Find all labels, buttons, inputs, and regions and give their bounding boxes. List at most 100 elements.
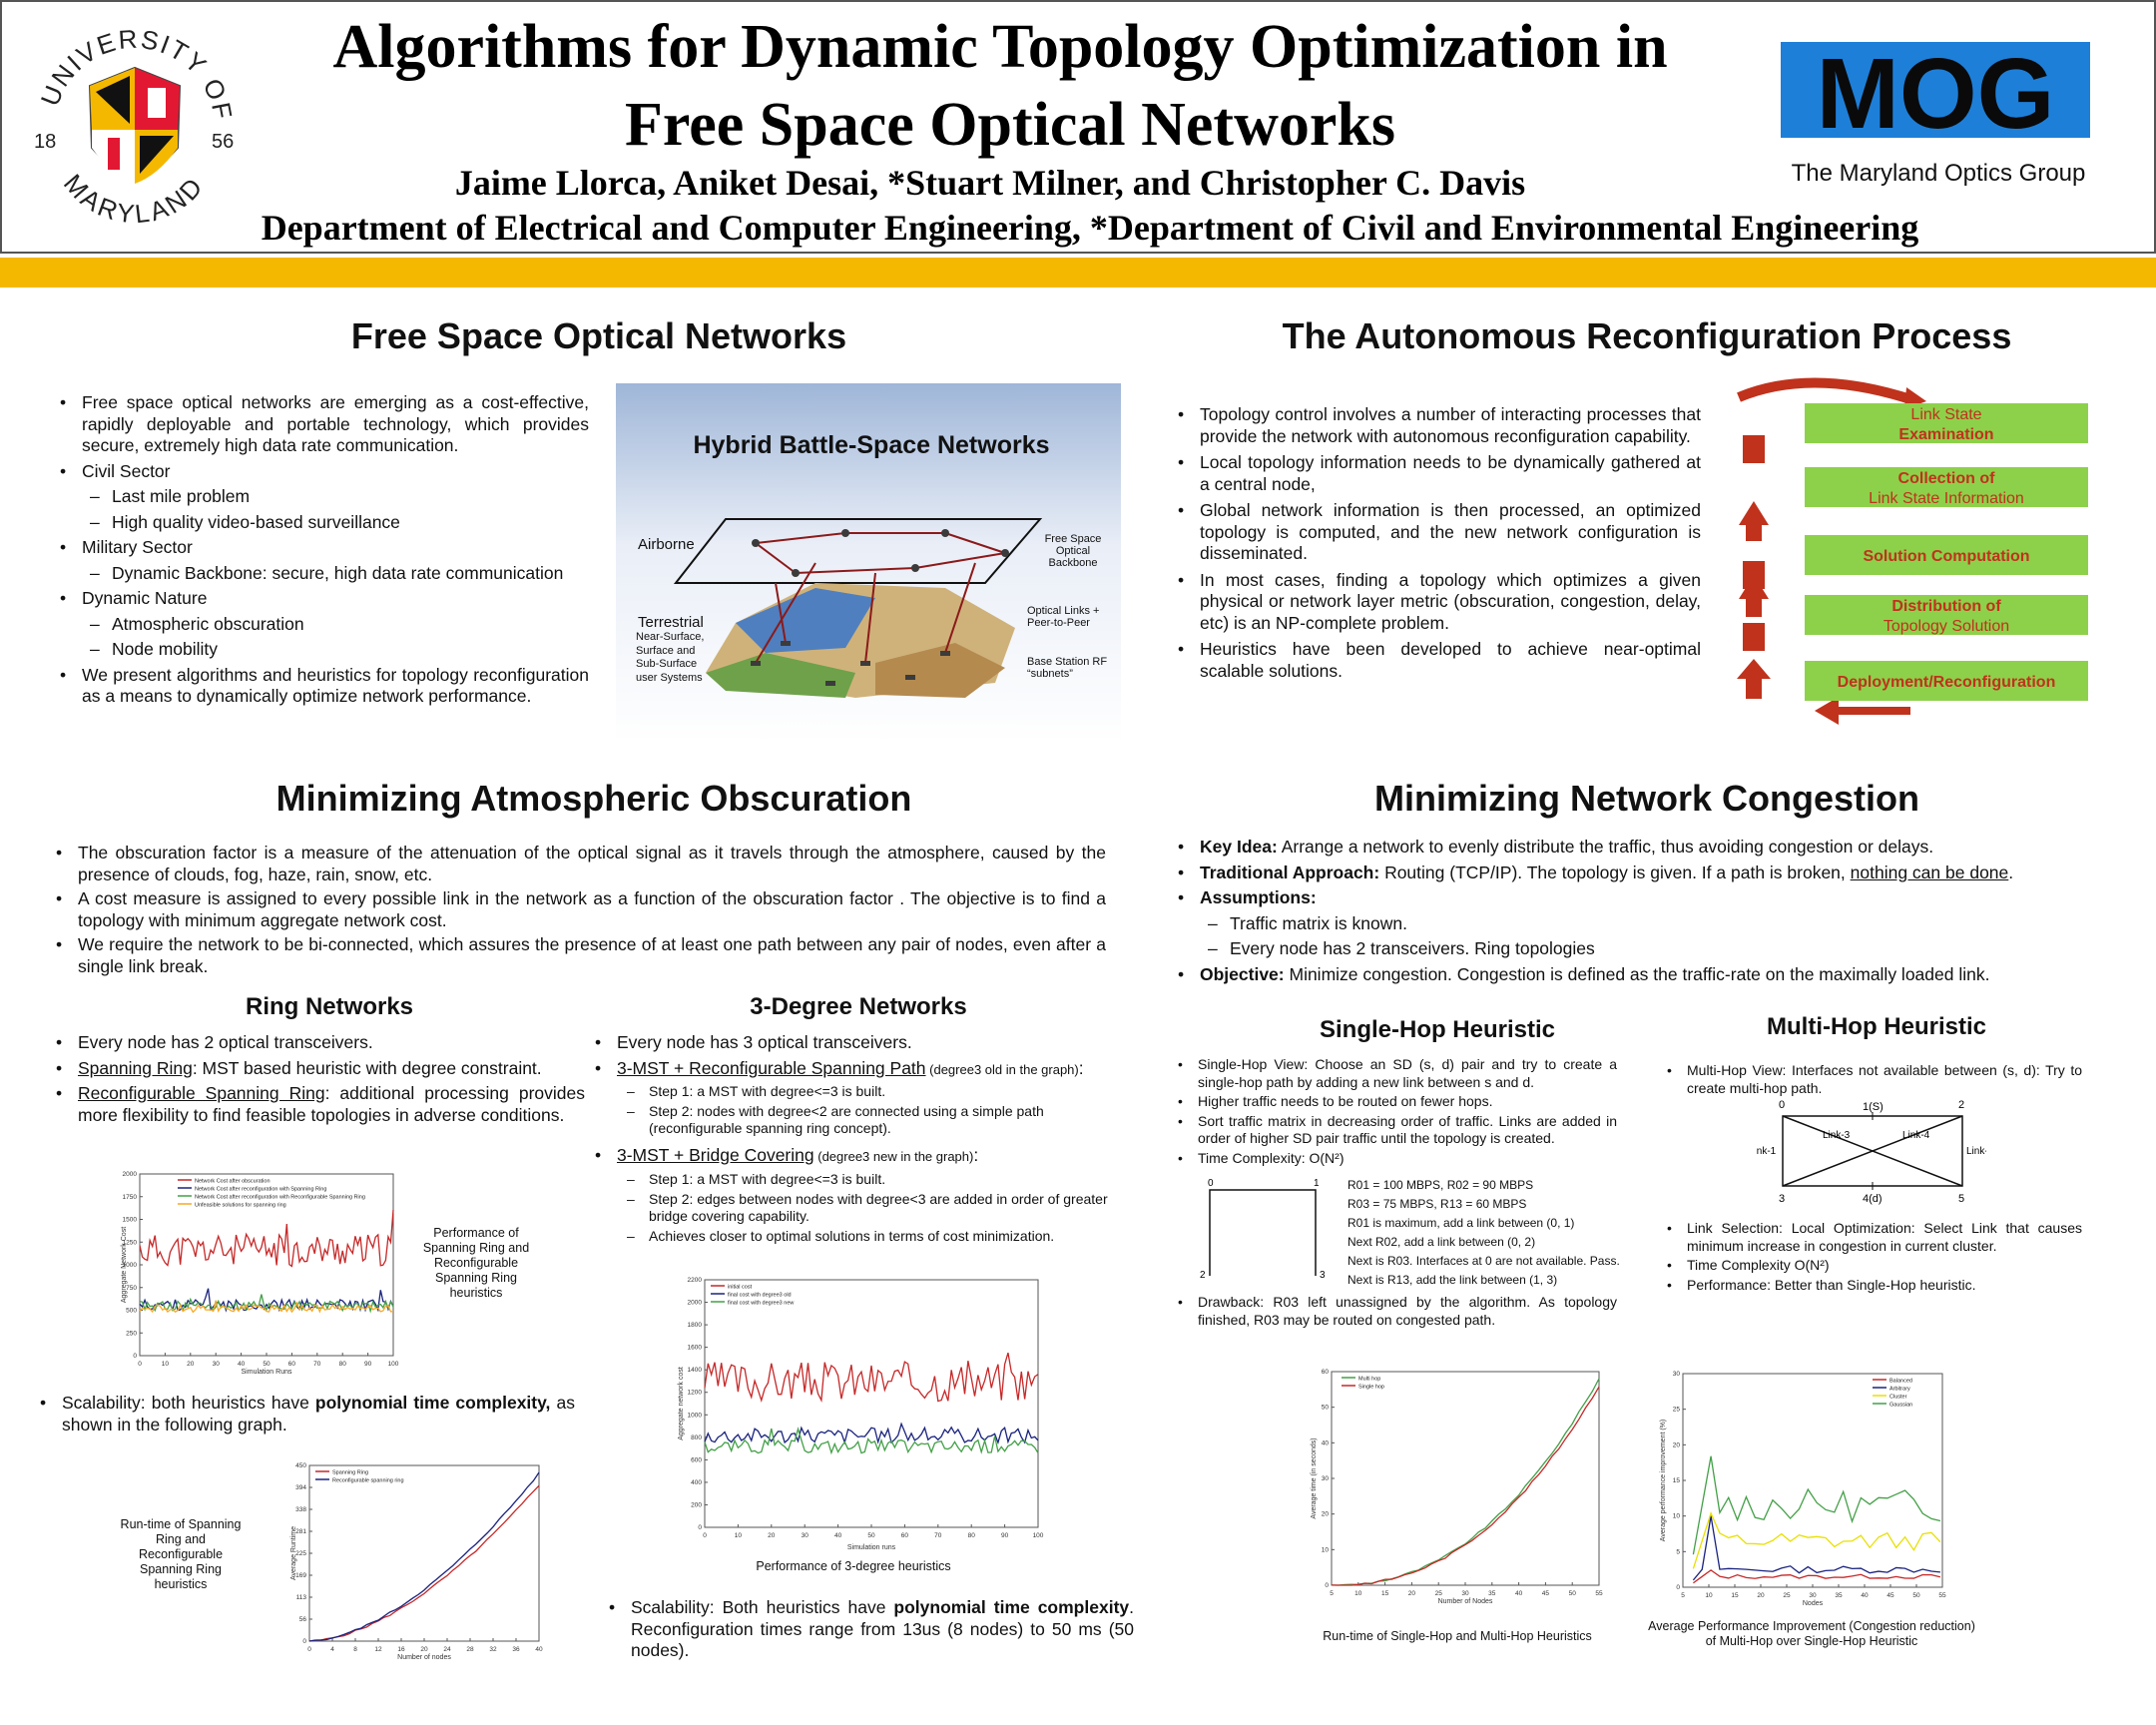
arp-bullet: Heuristics have been developed to achiev…	[1174, 639, 1701, 682]
x-tick-label: 15	[1381, 1590, 1389, 1597]
x-axis-label: Simulation runs	[847, 1544, 896, 1551]
y-tick-label: 800	[691, 1435, 702, 1441]
hop-improvement-chart: 5 10 15 20 25 30 35 40 45 50 55 0 5 10 15 20 25 30 Nodes Av…	[1657, 1360, 1956, 1609]
plot-frame	[704, 1279, 1039, 1528]
node-3-label: 3	[1320, 1270, 1326, 1281]
y-tick-label: 25	[1673, 1407, 1681, 1414]
x-axis-label: Nodes	[1803, 1600, 1824, 1607]
legend-entry: Single hop	[1358, 1385, 1384, 1391]
3mst-reconfigurable-term: 3-MST + Reconfigurable Spanning Path	[617, 1057, 926, 1078]
y-tick-label: 400	[691, 1479, 702, 1486]
x-tick-label: 90	[1001, 1532, 1009, 1539]
multi-hop-bullets-a: Multi-Hop View: Interfaces not available…	[1663, 1062, 2082, 1099]
x-tick-label: 55	[1938, 1592, 1946, 1599]
figure-title: Hybrid Battle-Space Networks	[693, 431, 1049, 459]
rate-line: Next is R03. Interfaces at 0 are not ava…	[1348, 1254, 1620, 1268]
process-step-label: Distribution of	[1891, 598, 2001, 615]
ring-runtime-caption: Run-time of Spanning Ring and Reconfigur…	[120, 1517, 242, 1591]
single-hop-bullet: Higher traffic needs to be routed on few…	[1174, 1093, 1617, 1111]
x-tick-label: 40	[834, 1532, 842, 1539]
deg3-step: Step 1: a MST with degree<=3 is built.	[591, 1171, 1120, 1189]
scal-text: . Reconfiguration times range from 13us …	[631, 1597, 1134, 1660]
x-tick-label: 10	[735, 1532, 743, 1539]
fso-bullet: Military Sector	[56, 537, 589, 559]
deg3-scalability: Scalability: Both heuristics have polyno…	[605, 1597, 1134, 1666]
link-4-label: Link-4	[1902, 1130, 1930, 1141]
y-tick-label: 338	[295, 1506, 306, 1513]
single-hop-bullet: Sort traffic matrix in decreasing order …	[1174, 1113, 1617, 1148]
x-tick-label: 5	[1681, 1592, 1685, 1599]
y-tick-label: 2000	[123, 1171, 138, 1178]
y-tick-label: 20	[1673, 1441, 1681, 1448]
poster-departments: Department of Electrical and Computer En…	[261, 208, 1919, 248]
mnc-key-label: Key Idea:	[1200, 837, 1278, 857]
terrestrial-label: Terrestrial	[638, 614, 704, 631]
link-1-label: Link-1	[1757, 1146, 1777, 1157]
y-tick-label: 450	[295, 1462, 306, 1469]
terrestrial-sub-label: Near-Surface, Surface and Sub-Surface us…	[636, 631, 705, 684]
node-4d-label: 4(d)	[1863, 1193, 1883, 1205]
fso-sub-bullet: Atmospheric obscuration	[56, 614, 589, 636]
process-step-label: Deployment/Reconfiguration	[1838, 674, 2056, 691]
y-tick-label: 20	[1322, 1511, 1330, 1518]
x-tick-label: 20	[187, 1361, 195, 1368]
scal-text: Scalability: both heuristics have	[62, 1393, 315, 1413]
series-line	[1692, 1455, 1941, 1555]
x-tick-label: 50	[867, 1532, 875, 1539]
single-hop-bullet: Single-Hop View: Choose an SD (s, d) pai…	[1174, 1056, 1617, 1091]
y-tick-label: 169	[295, 1572, 306, 1579]
fso-sub-bullet: Dynamic Backbone: secure, high data rate…	[56, 563, 589, 585]
deg3-bullet-list-2: 3-MST + Bridge Covering (degree3 new in …	[591, 1145, 1120, 1172]
x-tick-label: 8	[353, 1646, 357, 1653]
x-tick-label: 36	[512, 1646, 520, 1653]
x-tick-label: 25	[1783, 1592, 1791, 1599]
deg3-note: (degree3 new in the graph)	[813, 1149, 974, 1164]
process-step-box	[1805, 595, 2088, 635]
svg-text:18: 18	[34, 131, 56, 153]
y-tick-label: 2000	[688, 1300, 703, 1307]
arp-bullet: Local topology information needs to be d…	[1174, 452, 1701, 495]
y-tick-label: 600	[691, 1456, 702, 1463]
x-tick-label: 40	[238, 1361, 246, 1368]
arp-bullet: Global network information is then proce…	[1174, 500, 1701, 565]
x-tick-label: 45	[1542, 1590, 1550, 1597]
arp-section-title: The Autonomous Reconfiguration Process	[1282, 315, 2012, 356]
legend-entry: Cluster	[1889, 1395, 1907, 1401]
x-tick-label: 55	[1595, 1590, 1603, 1597]
x-tick-label: 30	[213, 1361, 221, 1368]
mnc-obj-label: Objective:	[1200, 963, 1285, 984]
fso-sub-bullet: High quality video-based surveillance	[56, 512, 589, 534]
y-tick-label: 40	[1322, 1439, 1330, 1446]
free-space-backbone-label: Free Space Optical Backbone	[1044, 533, 1102, 569]
single-hop-bullet: Time Complexity: O(N²)	[1174, 1150, 1617, 1168]
optical-links-label: Optical Links + Peer-to-Peer	[1027, 605, 1100, 629]
y-tick-label: 30	[1322, 1475, 1330, 1482]
process-step-label: Topology Solution	[1884, 618, 2009, 635]
x-tick-label: 10	[1705, 1592, 1713, 1599]
series-line	[704, 1422, 1039, 1445]
y-tick-label: 10	[1322, 1546, 1330, 1553]
deg3-bullet: Every node has 3 optical transceivers.	[591, 1032, 1120, 1054]
mnc-trad-end: .	[2008, 862, 2014, 882]
x-tick-label: 10	[162, 1361, 170, 1368]
y-axis-label: Aggregate Network Cost	[121, 1227, 128, 1303]
plot-frame	[1331, 1371, 1600, 1586]
hop-runtime-chart: 5 10 15 20 25 30 35 40 45 50 55 0 10 20 30 40 50 60 Number…	[1308, 1358, 1607, 1607]
y-tick-label: 113	[296, 1594, 307, 1601]
x-tick-label: 4	[330, 1646, 334, 1653]
hop-runtime-caption: Run-time of Single-Hop and Multi-Hop Heu…	[1323, 1629, 1592, 1643]
x-tick-label: 30	[1461, 1590, 1469, 1597]
x-tick-label: 15	[1731, 1592, 1739, 1599]
mog-caption: The Maryland Optics Group	[1791, 160, 2086, 187]
y-tick-label: 0	[698, 1524, 702, 1531]
y-axis-label: Average time (in seconds)	[1311, 1438, 1318, 1518]
legend-entry: final cost with degree3 new	[728, 1301, 794, 1307]
ring-performance-caption: Performance of Spanning Ring and Reconfi…	[422, 1226, 530, 1300]
arp-bullet: In most cases, finding a topology which …	[1174, 570, 1701, 635]
legend-entry: Gaussian	[1889, 1403, 1912, 1409]
y-tick-label: 30	[1673, 1371, 1681, 1378]
multi-hop-bullet: Multi-Hop View: Interfaces not available…	[1663, 1062, 2082, 1097]
x-tick-label: 24	[443, 1646, 451, 1653]
y-tick-label: 1400	[688, 1367, 703, 1374]
scal-text: as shown in the following graph.	[62, 1393, 575, 1435]
